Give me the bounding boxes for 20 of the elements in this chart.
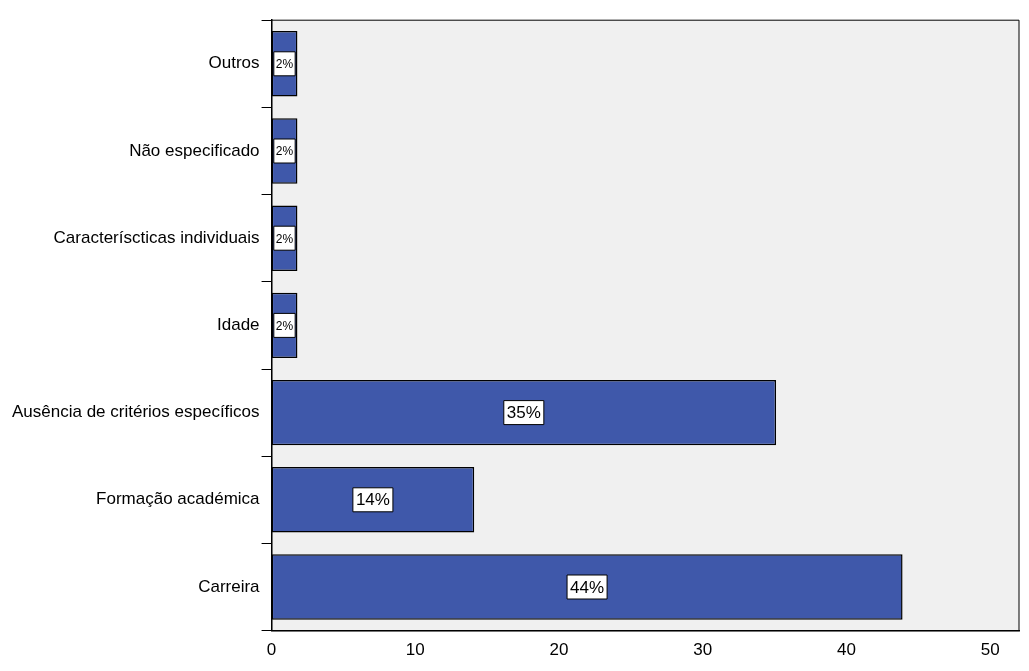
x-tick-label: 10	[405, 640, 425, 660]
y-tick-label: Ausência de critérios específicos	[12, 402, 260, 422]
x-tick-label: 50	[980, 640, 1000, 660]
y-tick-label: Não especificado	[129, 140, 260, 160]
y-tick-label: Formação académica	[96, 489, 261, 509]
x-tick-label: 40	[837, 640, 856, 660]
data-label: 2%	[275, 144, 294, 159]
x-tick-label: 20	[549, 640, 569, 660]
data-label: 2%	[275, 57, 294, 72]
y-tick-label: Caracteríscticas individuais	[53, 227, 260, 247]
y-tick-label: Carreira	[198, 576, 261, 596]
data-label: 2%	[275, 231, 294, 246]
data-label: 2%	[275, 318, 294, 333]
x-tick-label: 0	[266, 640, 277, 660]
data-label: 35%	[506, 403, 541, 423]
y-tick-label: Outros	[208, 53, 260, 73]
y-tick-label: Idade	[217, 315, 260, 335]
data-label: 14%	[355, 490, 390, 510]
data-label: 44%	[570, 577, 605, 597]
x-tick-label: 30	[693, 640, 713, 660]
